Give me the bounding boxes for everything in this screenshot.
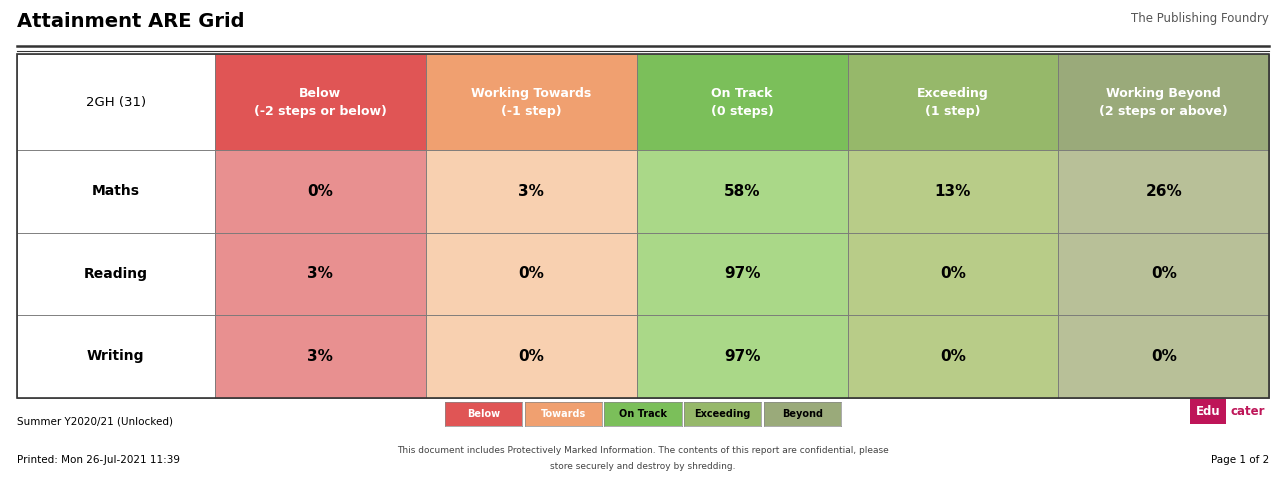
Bar xyxy=(1058,315,1269,398)
Text: Summer Y2020/21 (Unlocked): Summer Y2020/21 (Unlocked) xyxy=(17,417,172,427)
Bar xyxy=(847,233,1058,315)
Text: Exceeding
(1 step): Exceeding (1 step) xyxy=(917,87,989,118)
Text: 97%: 97% xyxy=(724,349,760,364)
Bar xyxy=(426,315,637,398)
Text: store securely and destroy by shredding.: store securely and destroy by shredding. xyxy=(550,462,736,471)
Bar xyxy=(215,233,426,315)
Text: 3%: 3% xyxy=(307,267,333,281)
Text: 0%: 0% xyxy=(940,267,966,281)
Text: 3%: 3% xyxy=(518,184,544,199)
Bar xyxy=(847,150,1058,233)
Bar xyxy=(426,150,637,233)
Text: The Publishing Foundry: The Publishing Foundry xyxy=(1132,12,1269,25)
Text: 58%: 58% xyxy=(724,184,760,199)
Text: 0%: 0% xyxy=(518,267,544,281)
Text: Attainment ARE Grid: Attainment ARE Grid xyxy=(17,12,244,31)
Bar xyxy=(215,150,426,233)
Text: 97%: 97% xyxy=(724,267,760,281)
Text: 0%: 0% xyxy=(518,349,544,364)
Text: cater: cater xyxy=(1231,405,1265,418)
Text: Working Towards
(-1 step): Working Towards (-1 step) xyxy=(471,87,592,118)
Text: On Track: On Track xyxy=(619,409,667,419)
Text: This document includes Protectively Marked Information. The contents of this rep: This document includes Protectively Mark… xyxy=(397,446,889,455)
Bar xyxy=(17,150,215,233)
Bar xyxy=(637,150,847,233)
Text: 0%: 0% xyxy=(1151,349,1177,364)
Text: 0%: 0% xyxy=(940,349,966,364)
Bar xyxy=(1058,150,1269,233)
Bar xyxy=(17,54,215,150)
Text: 3%: 3% xyxy=(307,349,333,364)
Bar xyxy=(17,54,1269,398)
Bar xyxy=(1058,233,1269,315)
Bar xyxy=(17,315,215,398)
Text: Printed: Mon 26-Jul-2021 11:39: Printed: Mon 26-Jul-2021 11:39 xyxy=(17,455,180,465)
Text: 0%: 0% xyxy=(307,184,333,199)
Bar xyxy=(847,315,1058,398)
Bar xyxy=(426,54,637,150)
Text: On Track
(0 steps): On Track (0 steps) xyxy=(711,87,773,118)
Text: 13%: 13% xyxy=(935,184,971,199)
Text: Page 1 of 2: Page 1 of 2 xyxy=(1211,455,1269,465)
Bar xyxy=(637,54,847,150)
Text: Exceeding: Exceeding xyxy=(694,409,751,419)
Text: 26%: 26% xyxy=(1146,184,1182,199)
Text: Edu: Edu xyxy=(1196,405,1220,418)
Bar xyxy=(215,54,426,150)
Bar xyxy=(426,233,637,315)
Text: Maths: Maths xyxy=(91,185,140,199)
Bar xyxy=(215,315,426,398)
Text: 2GH (31): 2GH (31) xyxy=(86,95,145,108)
Text: Towards: Towards xyxy=(540,409,586,419)
Bar xyxy=(847,54,1058,150)
Text: Writing: Writing xyxy=(87,349,144,363)
Text: Working Beyond
(2 steps or above): Working Beyond (2 steps or above) xyxy=(1100,87,1228,118)
Text: Reading: Reading xyxy=(84,267,148,281)
Bar xyxy=(17,233,215,315)
Bar xyxy=(637,315,847,398)
Text: 0%: 0% xyxy=(1151,267,1177,281)
Text: Beyond: Beyond xyxy=(782,409,823,419)
Text: Below: Below xyxy=(467,409,500,419)
Bar xyxy=(1190,399,1227,424)
Bar xyxy=(637,233,847,315)
Text: Below
(-2 steps or below): Below (-2 steps or below) xyxy=(253,87,387,118)
Bar xyxy=(1058,54,1269,150)
